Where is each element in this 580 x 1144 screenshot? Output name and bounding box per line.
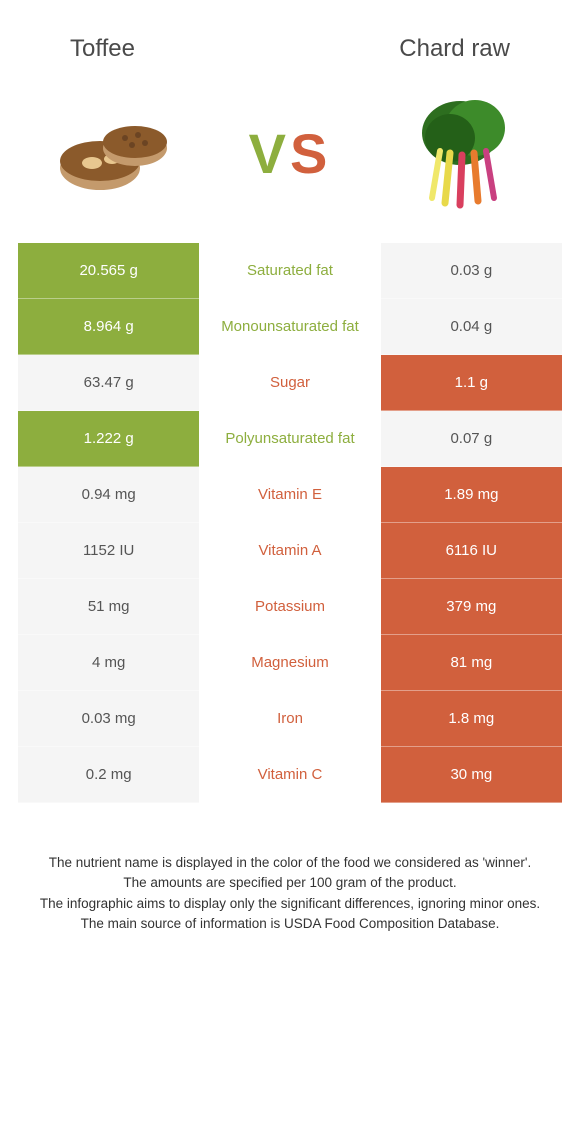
footnote-line: The amounts are specified per 100 gram o… (30, 873, 550, 893)
left-value: 0.2 mg (18, 747, 199, 803)
right-value: 30 mg (381, 747, 562, 803)
table-row: 0.2 mgVitamin C30 mg (18, 747, 562, 803)
nutrient-name: Monounsaturated fat (199, 299, 380, 355)
right-value: 0.07 g (381, 411, 562, 467)
vs-label: VS (249, 121, 332, 186)
right-value: 1.1 g (381, 355, 562, 411)
food-left-image (50, 93, 180, 213)
right-value: 1.89 mg (381, 467, 562, 523)
right-value: 6116 IU (381, 523, 562, 579)
left-value: 1152 IU (18, 523, 199, 579)
left-value: 1.222 g (18, 411, 199, 467)
table-row: 20.565 gSaturated fat0.03 g (18, 243, 562, 299)
footnote-line: The infographic aims to display only the… (30, 894, 550, 914)
left-value: 0.94 mg (18, 467, 199, 523)
nutrient-name: Vitamin C (199, 747, 380, 803)
left-value: 8.964 g (18, 299, 199, 355)
left-value: 0.03 mg (18, 691, 199, 747)
right-value: 379 mg (381, 579, 562, 635)
food-right-image (400, 93, 530, 213)
nutrient-name: Polyunsaturated fat (199, 411, 380, 467)
nutrient-name: Sugar (199, 355, 380, 411)
footnote-line: The nutrient name is displayed in the co… (30, 853, 550, 873)
nutrient-name: Vitamin E (199, 467, 380, 523)
food-left-title: Toffee (70, 35, 135, 63)
table-row: 4 mgMagnesium81 mg (18, 635, 562, 691)
right-value: 1.8 mg (381, 691, 562, 747)
food-right-title: Chard raw (399, 35, 510, 63)
left-value: 20.565 g (18, 243, 199, 299)
right-value: 81 mg (381, 635, 562, 691)
header: Toffee Chard raw (0, 0, 580, 83)
left-value: 63.47 g (18, 355, 199, 411)
left-value: 4 mg (18, 635, 199, 691)
table-row: 1152 IUVitamin A6116 IU (18, 523, 562, 579)
table-row: 1.222 gPolyunsaturated fat0.07 g (18, 411, 562, 467)
table-row: 63.47 gSugar1.1 g (18, 355, 562, 411)
nutrient-name: Magnesium (199, 635, 380, 691)
table-row: 51 mgPotassium379 mg (18, 579, 562, 635)
footnotes: The nutrient name is displayed in the co… (0, 803, 580, 934)
nutrient-name: Vitamin A (199, 523, 380, 579)
nutrient-name: Iron (199, 691, 380, 747)
comparison-table: 20.565 gSaturated fat0.03 g8.964 gMonoun… (18, 243, 562, 803)
vs-s: S (290, 122, 331, 185)
vs-row: VS (0, 83, 580, 243)
left-value: 51 mg (18, 579, 199, 635)
footnote-line: The main source of information is USDA F… (30, 914, 550, 934)
right-value: 0.04 g (381, 299, 562, 355)
table-row: 8.964 gMonounsaturated fat0.04 g (18, 299, 562, 355)
right-value: 0.03 g (381, 243, 562, 299)
nutrient-name: Potassium (199, 579, 380, 635)
table-row: 0.94 mgVitamin E1.89 mg (18, 467, 562, 523)
table-row: 0.03 mgIron1.8 mg (18, 691, 562, 747)
nutrient-name: Saturated fat (199, 243, 380, 299)
vs-v: V (249, 122, 290, 185)
